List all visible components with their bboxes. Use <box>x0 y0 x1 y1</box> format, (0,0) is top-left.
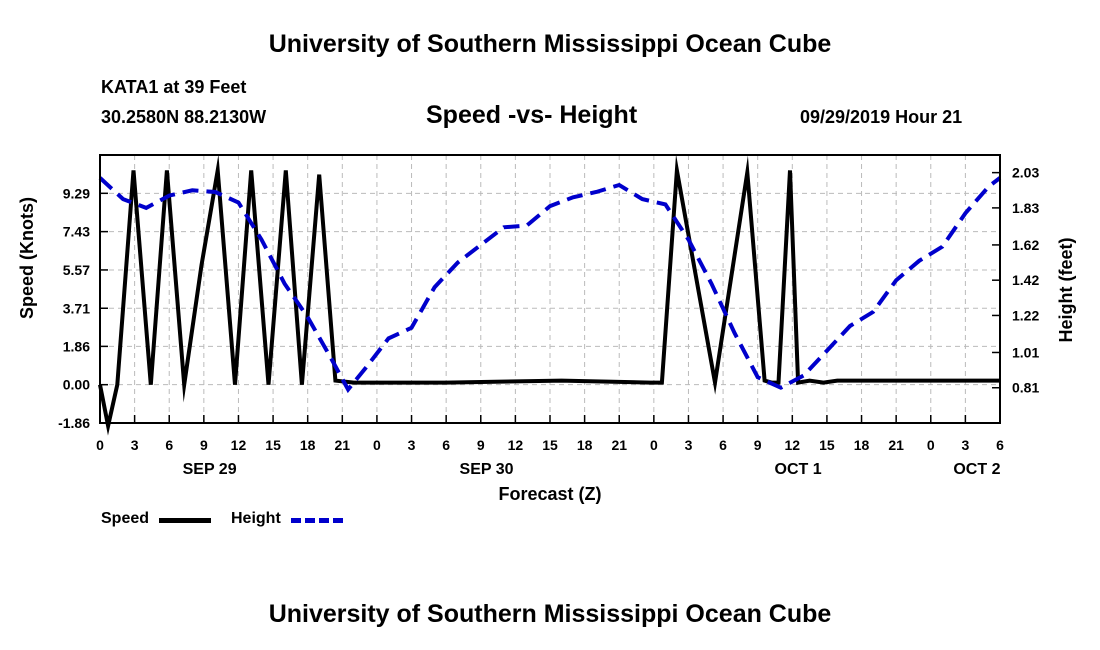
y-tick-label: -1.86 <box>58 415 90 431</box>
x-tick-label: 18 <box>300 437 316 453</box>
x-tick-label: 6 <box>442 437 450 453</box>
height-series-line <box>98 176 1002 394</box>
y-tick-label: 0.00 <box>63 377 90 393</box>
y-tick-label: 7.43 <box>63 224 90 240</box>
x-tick-label: 9 <box>477 437 485 453</box>
y-tick-label: 1.86 <box>63 338 90 354</box>
x-tick-label: 15 <box>265 437 281 453</box>
x-tick-label: 6 <box>165 437 173 453</box>
x-tick-label: 6 <box>996 437 1004 453</box>
x-tick-label: 0 <box>373 437 381 453</box>
series-lines <box>98 154 1002 436</box>
footer-title: University of Southern Mississippi Ocean… <box>268 600 832 628</box>
date-label: OCT 1 <box>775 461 822 478</box>
axis-ticks: -1.86 0.00 1.86 3.71 5.57 7.43 9.29 0.81 1.01 1.2… <box>58 165 1039 478</box>
y2-tick-label: 1.83 <box>1012 200 1039 216</box>
x-tick-label: 0 <box>650 437 658 453</box>
x-tick-label: 0 <box>96 437 104 453</box>
x-tick-label: 3 <box>961 437 969 453</box>
x-tick-label: 9 <box>754 437 762 453</box>
y2-axis-label: Height (feet) <box>1056 238 1076 343</box>
y2-tick-label: 2.03 <box>1012 165 1039 181</box>
x-tick-label: 21 <box>335 437 351 453</box>
legend-height-label: Height <box>231 510 281 527</box>
x-tick-label: 3 <box>131 437 139 453</box>
y-tick-label: 9.29 <box>63 185 90 201</box>
date-label: OCT 2 <box>953 461 1000 478</box>
x-tick-label: 18 <box>577 437 593 453</box>
speed-series-line <box>98 154 1000 436</box>
x-tick-label: 12 <box>508 437 524 453</box>
x-tick-label: 21 <box>888 437 904 453</box>
x-tick-label: 3 <box>408 437 416 453</box>
x-tick-label: 0 <box>927 437 935 453</box>
y-tick-label: 3.71 <box>63 300 90 316</box>
y2-tick-label: 1.42 <box>1012 272 1039 288</box>
forecast-datetime: 09/29/2019 Hour 21 <box>800 107 963 127</box>
station-label: KATA1 at 39 Feet <box>101 77 247 97</box>
chart-title: Speed -vs- Height <box>426 101 638 129</box>
page-title: University of Southern Mississippi Ocean… <box>268 30 832 58</box>
legend-speed-label: Speed <box>101 510 150 527</box>
x-tick-label: 21 <box>611 437 627 453</box>
x-tick-label: 15 <box>819 437 835 453</box>
x-tick-label: 12 <box>231 437 247 453</box>
date-label: SEP 30 <box>460 461 514 478</box>
x-tick-label: 3 <box>685 437 693 453</box>
x-tick-label: 15 <box>542 437 558 453</box>
y2-tick-label: 0.81 <box>1012 380 1039 396</box>
legend-speed-swatch <box>159 518 211 523</box>
legend-height-swatch <box>291 518 343 523</box>
y2-tick-label: 1.01 <box>1012 344 1039 360</box>
y2-tick-label: 1.22 <box>1012 307 1039 323</box>
x-tick-label: 12 <box>785 437 801 453</box>
y-axis-label: Speed (Knots) <box>17 197 37 319</box>
x-tick-label: 6 <box>719 437 727 453</box>
x-tick-label: 18 <box>854 437 870 453</box>
y2-tick-label: 1.62 <box>1012 237 1039 253</box>
y-tick-label: 5.57 <box>63 262 90 278</box>
x-axis-label: Forecast (Z) <box>498 484 601 504</box>
coordinates-label: 30.2580N 88.2130W <box>101 107 267 127</box>
date-label: SEP 29 <box>183 461 237 478</box>
x-tick-label: 9 <box>200 437 208 453</box>
